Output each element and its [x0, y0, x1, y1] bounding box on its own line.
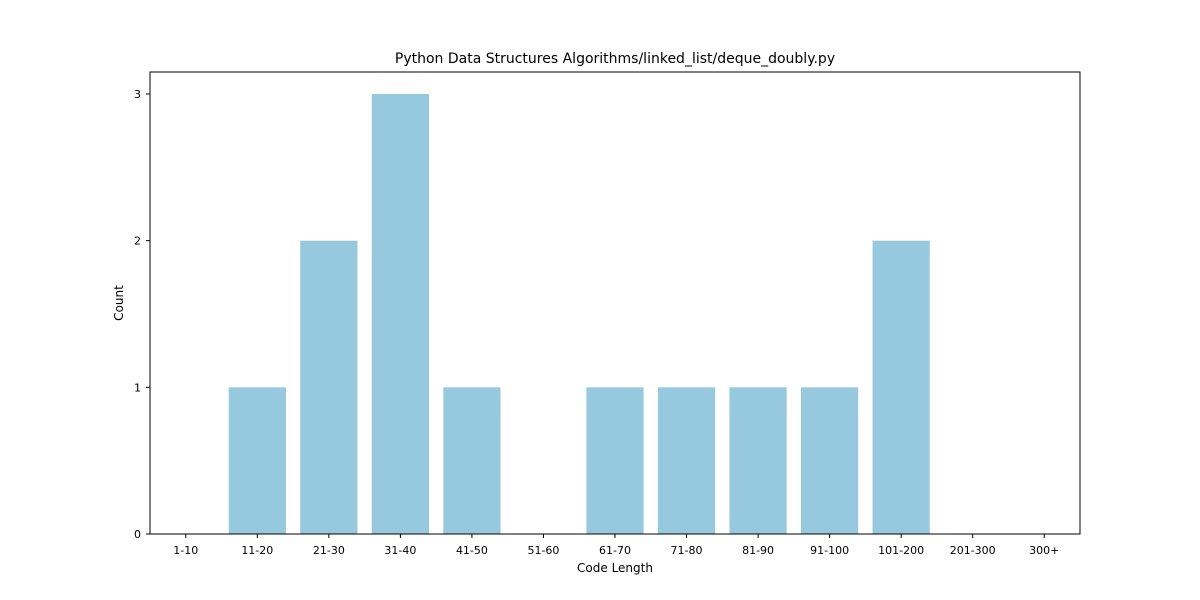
x-tick-label: 51-60 [527, 544, 559, 557]
y-tick-label: 1 [134, 381, 141, 394]
bar-21-30 [300, 240, 358, 534]
y-axis-label: Count [112, 285, 126, 321]
x-tick-label: 41-50 [456, 544, 488, 557]
x-axis-label: Code Length [577, 561, 653, 575]
bars-group [228, 94, 930, 534]
x-tick-label: 21-30 [313, 544, 345, 557]
bar-71-80 [657, 387, 716, 534]
y-tick-label: 3 [134, 88, 141, 101]
chart-title: Python Data Structures Algorithms/linked… [395, 51, 835, 67]
y-tick-label: 0 [134, 528, 141, 541]
y-axis-ticks: 0 1 2 3 [134, 88, 150, 541]
x-tick-label: 71-80 [671, 544, 703, 557]
x-tick-label: 201-300 [950, 544, 996, 557]
bar-81-90 [729, 387, 787, 534]
bar-11-20 [228, 387, 286, 534]
x-tick-label: 11-20 [241, 544, 273, 557]
x-tick-label: 1-10 [173, 544, 198, 557]
x-tick-label: 101-200 [878, 544, 924, 557]
bar-41-50 [443, 387, 501, 534]
x-axis-ticks: 1-10 11-20 21-30 31-40 41-50 51-60 61-70 71-80 8… [173, 534, 1059, 557]
y-tick-label: 2 [134, 235, 141, 248]
x-tick-label: 81-90 [742, 544, 774, 557]
bar-61-70 [586, 387, 644, 534]
x-tick-label: 31-40 [384, 544, 416, 557]
plot-frame [149, 71, 1081, 535]
bar-91-100 [801, 387, 859, 534]
x-tick-label: 91-100 [810, 544, 849, 557]
bar-31-40 [371, 94, 429, 534]
bar-101-200 [872, 240, 930, 534]
x-tick-label: 300+ [1029, 544, 1059, 557]
x-tick-label: 61-70 [599, 544, 631, 557]
